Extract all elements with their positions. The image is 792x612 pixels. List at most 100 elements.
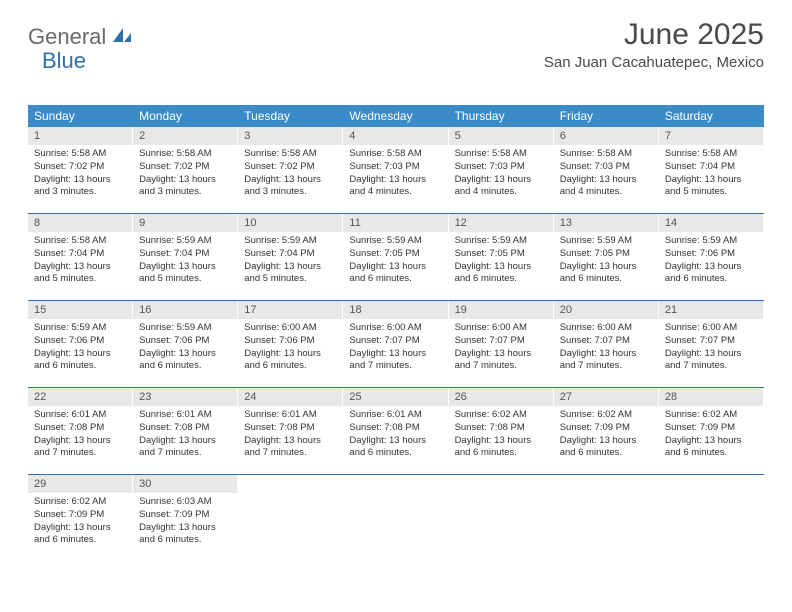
daylight-text: Daylight: 13 hours — [244, 174, 337, 187]
daylight-text: and 7 minutes. — [349, 360, 442, 373]
calendar-day-cell: 25Sunrise: 6:01 AMSunset: 7:08 PMDayligh… — [343, 388, 448, 474]
daylight-text: and 6 minutes. — [455, 447, 548, 460]
calendar-day-cell: 3Sunrise: 5:58 AMSunset: 7:02 PMDaylight… — [238, 127, 343, 213]
sunrise-text: Sunrise: 6:01 AM — [34, 409, 127, 422]
sunset-text: Sunset: 7:05 PM — [455, 248, 548, 261]
sunrise-text: Sunrise: 6:00 AM — [455, 322, 548, 335]
day-details: Sunrise: 6:02 AMSunset: 7:09 PMDaylight:… — [28, 493, 133, 553]
weekday-header: Thursday — [449, 105, 554, 127]
sunset-text: Sunset: 7:08 PM — [139, 422, 232, 435]
sunset-text: Sunset: 7:04 PM — [139, 248, 232, 261]
sunset-text: Sunset: 7:06 PM — [244, 335, 337, 348]
day-number: 26 — [449, 388, 554, 406]
daylight-text: and 3 minutes. — [244, 186, 337, 199]
calendar-empty-cell — [238, 475, 343, 561]
day-details: Sunrise: 6:02 AMSunset: 7:08 PMDaylight:… — [449, 406, 554, 466]
calendar-day-cell: 2Sunrise: 5:58 AMSunset: 7:02 PMDaylight… — [133, 127, 238, 213]
calendar-day-cell: 20Sunrise: 6:00 AMSunset: 7:07 PMDayligh… — [554, 301, 659, 387]
daylight-text: Daylight: 13 hours — [349, 261, 442, 274]
day-number: 30 — [133, 475, 238, 493]
sunset-text: Sunset: 7:08 PM — [349, 422, 442, 435]
weekday-header: Sunday — [28, 105, 133, 127]
sunset-text: Sunset: 7:03 PM — [560, 161, 653, 174]
day-details: Sunrise: 5:59 AMSunset: 7:06 PMDaylight:… — [28, 319, 133, 379]
day-number: 9 — [133, 214, 238, 232]
daylight-text: Daylight: 13 hours — [665, 348, 758, 361]
sunrise-text: Sunrise: 5:58 AM — [139, 148, 232, 161]
day-details: Sunrise: 5:58 AMSunset: 7:03 PMDaylight:… — [343, 145, 448, 205]
calendar-week-row: 22Sunrise: 6:01 AMSunset: 7:08 PMDayligh… — [28, 388, 764, 475]
daylight-text: and 5 minutes. — [665, 186, 758, 199]
daylight-text: Daylight: 13 hours — [34, 435, 127, 448]
daylight-text: Daylight: 13 hours — [455, 261, 548, 274]
logo-text-general: General — [28, 24, 106, 50]
calendar-day-cell: 22Sunrise: 6:01 AMSunset: 7:08 PMDayligh… — [28, 388, 133, 474]
sunset-text: Sunset: 7:06 PM — [665, 248, 758, 261]
daylight-text: and 3 minutes. — [34, 186, 127, 199]
day-details: Sunrise: 6:01 AMSunset: 7:08 PMDaylight:… — [238, 406, 343, 466]
day-number: 23 — [133, 388, 238, 406]
calendar-week-row: 1Sunrise: 5:58 AMSunset: 7:02 PMDaylight… — [28, 127, 764, 214]
day-number: 16 — [133, 301, 238, 319]
daylight-text: Daylight: 13 hours — [455, 348, 548, 361]
daylight-text: Daylight: 13 hours — [34, 261, 127, 274]
day-number: 4 — [343, 127, 448, 145]
day-number: 24 — [238, 388, 343, 406]
day-number: 28 — [659, 388, 764, 406]
daylight-text: and 5 minutes. — [244, 273, 337, 286]
daylight-text: and 6 minutes. — [139, 360, 232, 373]
sunset-text: Sunset: 7:07 PM — [349, 335, 442, 348]
calendar-day-cell: 21Sunrise: 6:00 AMSunset: 7:07 PMDayligh… — [659, 301, 764, 387]
sunset-text: Sunset: 7:04 PM — [34, 248, 127, 261]
calendar-day-cell: 15Sunrise: 5:59 AMSunset: 7:06 PMDayligh… — [28, 301, 133, 387]
calendar-day-cell: 5Sunrise: 5:58 AMSunset: 7:03 PMDaylight… — [449, 127, 554, 213]
daylight-text: Daylight: 13 hours — [34, 174, 127, 187]
daylight-text: Daylight: 13 hours — [665, 435, 758, 448]
sunset-text: Sunset: 7:09 PM — [139, 509, 232, 522]
daylight-text: and 6 minutes. — [349, 447, 442, 460]
sunrise-text: Sunrise: 5:58 AM — [560, 148, 653, 161]
day-details: Sunrise: 6:01 AMSunset: 7:08 PMDaylight:… — [133, 406, 238, 466]
calendar-day-cell: 13Sunrise: 5:59 AMSunset: 7:05 PMDayligh… — [554, 214, 659, 300]
calendar-day-cell: 29Sunrise: 6:02 AMSunset: 7:09 PMDayligh… — [28, 475, 133, 561]
calendar-week-row: 15Sunrise: 5:59 AMSunset: 7:06 PMDayligh… — [28, 301, 764, 388]
sunrise-text: Sunrise: 6:02 AM — [455, 409, 548, 422]
day-number: 3 — [238, 127, 343, 145]
sunset-text: Sunset: 7:07 PM — [560, 335, 653, 348]
daylight-text: Daylight: 13 hours — [455, 174, 548, 187]
day-details: Sunrise: 6:00 AMSunset: 7:07 PMDaylight:… — [554, 319, 659, 379]
sunrise-text: Sunrise: 5:58 AM — [349, 148, 442, 161]
sunset-text: Sunset: 7:05 PM — [349, 248, 442, 261]
day-details: Sunrise: 5:59 AMSunset: 7:05 PMDaylight:… — [343, 232, 448, 292]
sunset-text: Sunset: 7:02 PM — [139, 161, 232, 174]
calendar-day-cell: 4Sunrise: 5:58 AMSunset: 7:03 PMDaylight… — [343, 127, 448, 213]
daylight-text: and 6 minutes. — [244, 360, 337, 373]
daylight-text: Daylight: 13 hours — [139, 348, 232, 361]
daylight-text: Daylight: 13 hours — [349, 435, 442, 448]
day-details: Sunrise: 5:58 AMSunset: 7:03 PMDaylight:… — [554, 145, 659, 205]
calendar-day-cell: 8Sunrise: 5:58 AMSunset: 7:04 PMDaylight… — [28, 214, 133, 300]
daylight-text: and 7 minutes. — [455, 360, 548, 373]
daylight-text: and 5 minutes. — [34, 273, 127, 286]
calendar-day-cell: 6Sunrise: 5:58 AMSunset: 7:03 PMDaylight… — [554, 127, 659, 213]
calendar-empty-cell — [449, 475, 554, 561]
sunrise-text: Sunrise: 5:59 AM — [349, 235, 442, 248]
daylight-text: and 7 minutes. — [244, 447, 337, 460]
sunrise-text: Sunrise: 6:02 AM — [34, 496, 127, 509]
sunset-text: Sunset: 7:03 PM — [349, 161, 442, 174]
calendar-week-row: 29Sunrise: 6:02 AMSunset: 7:09 PMDayligh… — [28, 475, 764, 561]
daylight-text: and 6 minutes. — [34, 360, 127, 373]
sunset-text: Sunset: 7:07 PM — [455, 335, 548, 348]
daylight-text: and 4 minutes. — [455, 186, 548, 199]
day-number: 8 — [28, 214, 133, 232]
day-number: 12 — [449, 214, 554, 232]
sunrise-text: Sunrise: 5:58 AM — [455, 148, 548, 161]
daylight-text: and 3 minutes. — [139, 186, 232, 199]
daylight-text: and 7 minutes. — [34, 447, 127, 460]
month-title: June 2025 — [544, 18, 764, 52]
sunset-text: Sunset: 7:08 PM — [455, 422, 548, 435]
daylight-text: Daylight: 13 hours — [560, 348, 653, 361]
weekday-header: Wednesday — [343, 105, 448, 127]
daylight-text: and 6 minutes. — [34, 534, 127, 547]
calendar-week-row: 8Sunrise: 5:58 AMSunset: 7:04 PMDaylight… — [28, 214, 764, 301]
